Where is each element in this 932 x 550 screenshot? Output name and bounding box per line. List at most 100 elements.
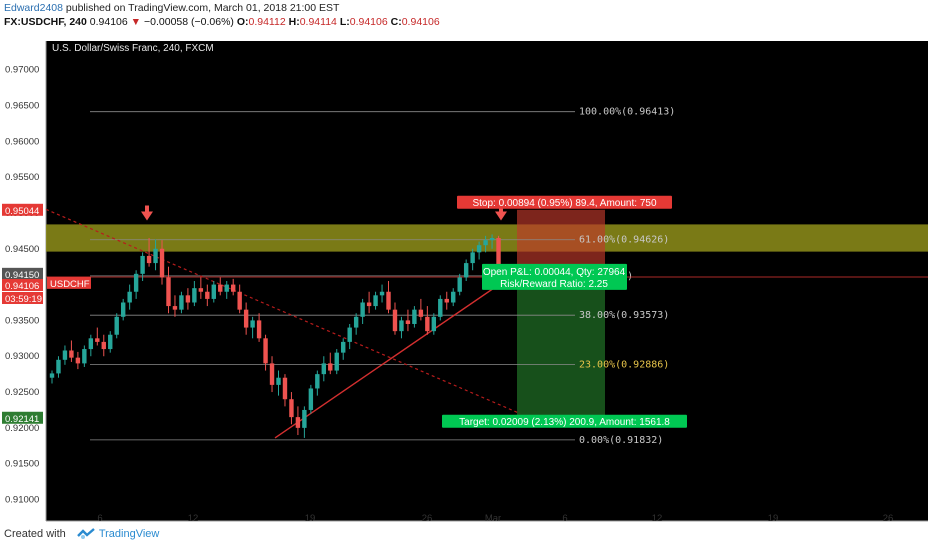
y-tick-label: 0.92000 [5,423,39,434]
target-label-bg [442,414,687,428]
chart-area[interactable]: 0.970000.965000.960000.955000.950000.945… [0,36,932,524]
fib-level-label: 61.00%(0.94626) [579,235,669,246]
symbol-label: FX:USDCHF, 240 [4,16,87,28]
candle-body [198,288,204,292]
candle-body [56,359,61,374]
candle-body [237,291,242,310]
created-with-text: Created with [4,528,66,540]
candle-body [476,245,482,253]
candle-body [489,238,495,241]
candle-body [463,263,469,278]
uptrend-line [274,269,521,439]
candle-body [192,288,197,303]
candle-body [405,320,411,324]
price-badge: 0.95044 [5,206,39,217]
candle-body [425,316,430,332]
candle-body [95,338,100,342]
x-tick-label: 26 [422,513,433,524]
ohlc-legend: FX:USDCHF, 240 0.94106 ▼ −0.00058 (−0.06… [4,16,440,28]
candle-body [140,255,145,274]
low-label: L: [339,16,350,28]
downtrend-line [45,208,521,415]
candle-body [308,388,314,410]
candle-body [412,309,417,324]
candle-body [263,338,268,364]
candle-body [146,255,152,264]
candle-body [431,316,437,332]
candle-body [444,298,449,303]
candle-body [399,320,404,332]
author-link[interactable]: Edward2408 [4,2,63,14]
candle-body [282,377,288,400]
candle-body [366,302,372,307]
price-badge-bg [2,203,43,216]
candle-body [231,284,236,292]
candle-body [302,409,307,428]
close-value: 0.94106 [401,16,440,28]
high-value: 0.94114 [299,16,337,28]
candle-body [218,284,223,292]
y-tick-label: 0.95500 [5,172,39,183]
chart-svg[interactable]: 0.970000.965000.960000.955000.950000.945… [0,36,932,524]
candle-body [341,341,346,353]
candle-body [418,309,424,317]
candle-body [250,320,255,328]
target-zone [517,273,605,418]
stop-zone [517,209,605,274]
sell-arrow-icon [141,211,153,221]
target-label: Target: 0.02009 (2.13%) 200.9, Amount: 1… [459,417,670,428]
stop-label: Stop: 0.00894 (0.95%) 89.4, Amount: 750 [472,198,656,209]
x-tick-label: 26 [883,513,894,524]
fib-zone [46,224,928,252]
candle-body [75,357,81,364]
candle-body [108,334,113,350]
candle-body [166,277,171,307]
symbol-badge-bg [47,276,91,289]
candle-body [321,363,326,375]
y-tick-label: 0.92500 [5,387,39,398]
candle-body [276,377,281,385]
candle-body [392,309,398,332]
candle-body [470,252,475,264]
x-tick-label: 6 [562,513,567,524]
tradingview-brand-link[interactable]: TradingView [98,528,160,540]
candle-body [457,277,462,292]
candle-body [153,248,158,264]
candle-body [483,240,488,246]
candle-body [347,327,352,342]
candle-body [179,295,184,310]
price-badge: 0.94150 [5,270,39,281]
pnl-label: Open P&L: 0.00044, Qty: 27964 [483,267,626,278]
candle-body [295,417,301,428]
stop-label-bg [457,195,672,209]
x-tick-label: 12 [652,513,663,524]
candle-body [328,363,333,371]
down-arrow-icon: ▼ [130,16,142,28]
y-tick-label: 0.96000 [5,136,39,147]
candle-body [334,352,339,371]
tradingview-logo-icon[interactable] [76,528,95,540]
candle-body [133,273,139,292]
candle-body [243,309,249,328]
fib-level-label: 0.00%(0.91832) [579,435,663,446]
price-badge: 0.92141 [5,414,39,425]
price-badge-bg [2,267,43,280]
x-tick-label: 19 [305,513,316,524]
chart-title: U.S. Dollar/Swiss Franc, 240, FXCM [52,43,214,54]
candle-body [211,284,216,299]
candle-body [114,316,119,335]
y-tick-label: 0.93500 [5,315,39,326]
candle-body [205,291,210,299]
y-tick-label: 0.91000 [5,495,39,506]
footer: Created with TradingView [4,528,159,540]
candle-body [62,350,68,360]
published-text: published on TradingView.com, March 01, … [65,2,340,14]
open-value: 0.94112 [248,16,286,28]
candle-body [185,295,191,303]
y-tick-label: 0.96500 [5,100,39,111]
fib-level-label: 38.00%(0.93573) [579,310,669,321]
x-tick-label: 19 [768,513,779,524]
sell-arrow-icon [495,211,507,221]
fib-level-label: 100.00%(0.96413) [579,107,675,118]
candle-body [127,291,132,303]
